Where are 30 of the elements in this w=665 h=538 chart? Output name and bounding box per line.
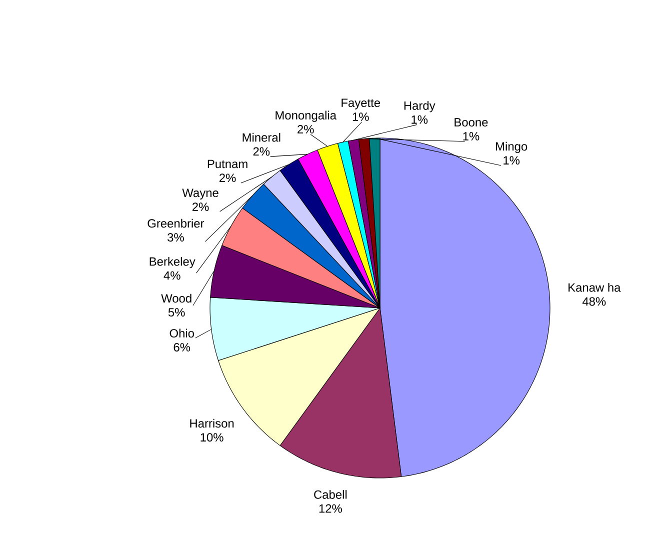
slice-label: Mingo: [496, 142, 528, 153]
data-label: 1%: [412, 115, 428, 124]
slice-label: Hardy: [404, 101, 436, 112]
data-label: 10%: [200, 433, 224, 442]
data-label: 1%: [504, 156, 520, 165]
slice-label: Wayne: [182, 188, 218, 200]
data-label: 2%: [192, 202, 209, 211]
slice-label: Kanaw ha: [568, 282, 621, 292]
slice-label: Fayette: [342, 98, 380, 110]
slice-label: Boone: [454, 118, 488, 127]
data-label: 6%: [174, 343, 190, 352]
slice-label: Ohio: [170, 328, 194, 338]
data-label: 4%: [164, 271, 180, 280]
data-label: 5%: [168, 308, 185, 317]
slice-label: Berkeley: [150, 256, 196, 268]
slice-label: Monongalia: [276, 110, 336, 122]
slice-label: Mineral: [242, 132, 280, 142]
data-label: 2%: [298, 125, 314, 134]
data-label: 1%: [463, 132, 480, 140]
data-label: 2%: [220, 174, 236, 182]
slice-label: Putnam: [208, 160, 248, 168]
slice-label: Wood: [161, 294, 192, 303]
slice-label: Greenbrier: [148, 218, 204, 228]
data-label: 2%: [253, 147, 270, 156]
data-label: 12%: [319, 504, 342, 513]
slice-label: Cabell: [314, 490, 347, 499]
slice-label: Harrison: [190, 418, 234, 428]
data-label: 48%: [582, 297, 606, 306]
data-label: 3%: [168, 233, 184, 242]
data-label: 1%: [352, 112, 369, 121]
